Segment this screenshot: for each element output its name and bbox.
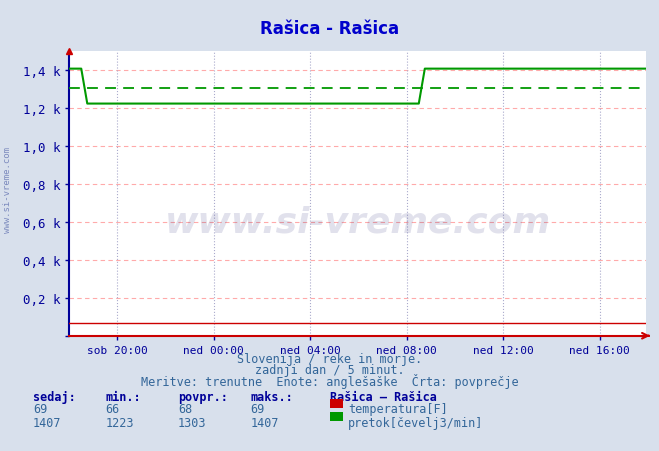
Text: 69: 69 [33,402,47,415]
Text: pretok[čevelj3/min]: pretok[čevelj3/min] [348,416,483,429]
Text: www.si-vreme.com: www.si-vreme.com [165,205,550,239]
Text: 66: 66 [105,402,120,415]
Text: Rašica - Rašica: Rašica - Rašica [260,20,399,38]
Text: Rašica – Rašica: Rašica – Rašica [330,390,436,403]
Text: povpr.:: povpr.: [178,390,228,403]
Text: 69: 69 [250,402,265,415]
Text: Slovenija / reke in morje.: Slovenija / reke in morje. [237,353,422,366]
Text: 68: 68 [178,402,192,415]
Text: sedaj:: sedaj: [33,390,76,403]
Text: 1303: 1303 [178,416,206,429]
Text: 1407: 1407 [250,416,279,429]
Text: Meritve: trenutne  Enote: anglešaške  Črta: povprečje: Meritve: trenutne Enote: anglešaške Črta… [140,373,519,388]
Text: 1223: 1223 [105,416,134,429]
Text: 1407: 1407 [33,416,61,429]
Text: zadnji dan / 5 minut.: zadnji dan / 5 minut. [254,363,405,376]
Text: maks.:: maks.: [250,390,293,403]
Text: min.:: min.: [105,390,141,403]
Text: www.si-vreme.com: www.si-vreme.com [3,147,13,232]
Text: temperatura[F]: temperatura[F] [348,402,447,415]
